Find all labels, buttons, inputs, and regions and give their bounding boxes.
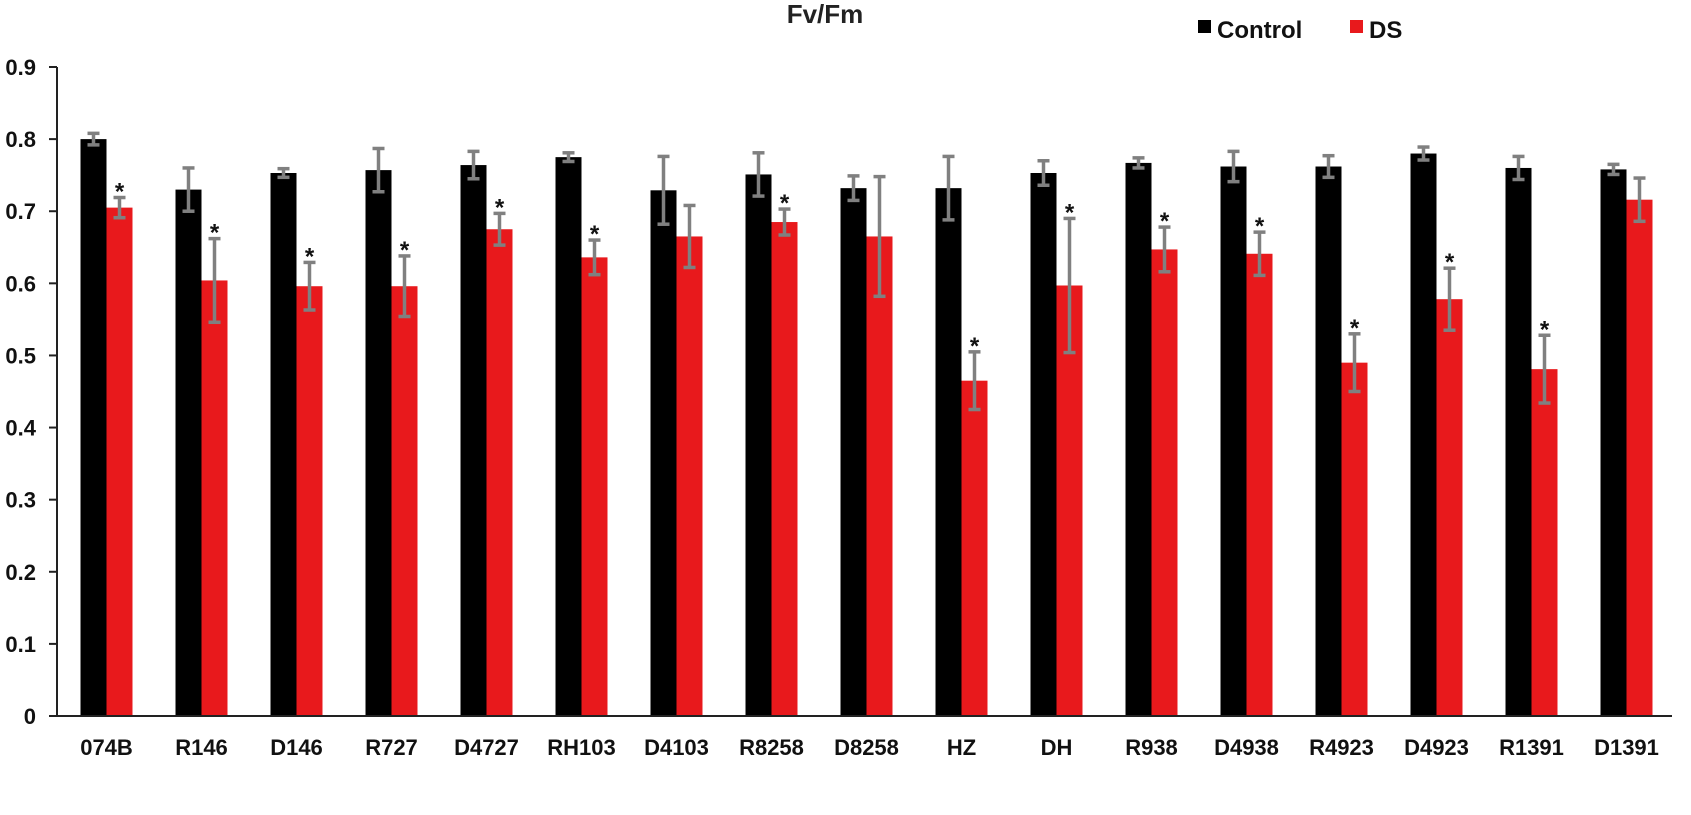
significance-marker: * — [305, 243, 315, 270]
bar-ds-dh — [1056, 285, 1083, 716]
bar-control-r146 — [175, 189, 202, 717]
chart-title: Fv/Fm — [787, 0, 864, 29]
bar-ds-d4938 — [1246, 253, 1273, 717]
y-tick-label: 0.9 — [5, 55, 36, 80]
x-tick-label: 074B — [80, 735, 133, 760]
y-tick-label: 0 — [24, 704, 36, 729]
bar-ds-hz — [961, 380, 988, 716]
bar-control-hz — [935, 188, 962, 716]
bar-control-r938 — [1125, 162, 1152, 716]
x-axis: 074B R146 D146 R727 D4727 RH103 D4103 R8258 D825… — [57, 715, 1672, 760]
bar-ds-rh103 — [581, 257, 608, 716]
bar-ds-d4923 — [1436, 299, 1463, 716]
x-tick-label: D4103 — [644, 735, 709, 760]
bar-ds-d1391 — [1626, 199, 1653, 716]
significance-marker: * — [400, 237, 410, 264]
significance-marker: * — [780, 190, 790, 217]
bar-ds-r727 — [391, 286, 418, 716]
legend-swatch-control — [1198, 20, 1211, 33]
y-tick-label: 0.4 — [5, 416, 36, 441]
x-tick-label: D8258 — [834, 735, 899, 760]
bar-control-d4727 — [460, 165, 487, 716]
significance-marker: * — [1065, 199, 1075, 226]
y-tick-label: 0.1 — [5, 632, 36, 657]
y-tick-label: 0.5 — [5, 343, 36, 368]
legend-label-ds: DS — [1369, 17, 1402, 44]
x-tick-label: D4923 — [1404, 735, 1469, 760]
bar-control-r8258 — [745, 174, 772, 716]
bar-ds-r8258 — [771, 222, 798, 717]
y-axis: 0 0.1 0.2 0.3 0.4 0.5 0.6 0.7 0.8 0.9 — [5, 55, 58, 729]
bar-control-074b — [80, 139, 107, 717]
bar-ds-r4923 — [1341, 362, 1368, 716]
legend-label-control: Control — [1217, 17, 1302, 44]
bar-control-d146 — [270, 173, 297, 717]
bar-control-r4923 — [1315, 166, 1342, 717]
significance-marker: * — [1255, 213, 1265, 240]
significance-marker: * — [210, 220, 220, 247]
bar-control-d4103 — [650, 190, 677, 716]
x-tick-label: R1391 — [1499, 735, 1564, 760]
significance-marker: * — [1540, 316, 1550, 343]
y-tick-label: 0.7 — [5, 199, 36, 224]
bar-control-d8258 — [840, 188, 867, 716]
y-tick-label: 0.8 — [5, 127, 36, 152]
legend: Control DS — [1198, 17, 1402, 44]
bar-ds-d8258 — [866, 236, 893, 716]
x-tick-label: R146 — [175, 735, 228, 760]
y-tick-label: 0.6 — [5, 271, 36, 296]
legend-swatch-ds — [1350, 20, 1363, 33]
bars: * * * * * * * * * * * * * * — [80, 131, 1653, 717]
bar-ds-d4103 — [676, 236, 703, 716]
y-tick-label: 0.3 — [5, 488, 36, 513]
bar-ds-r146 — [201, 280, 228, 716]
bar-control-rh103 — [555, 157, 582, 716]
significance-marker: * — [1445, 249, 1455, 276]
bar-ds-d4727 — [486, 229, 513, 716]
x-tick-label: RH103 — [547, 735, 615, 760]
x-tick-label: R4923 — [1309, 735, 1374, 760]
significance-marker: * — [115, 179, 125, 206]
bar-control-dh — [1030, 173, 1057, 717]
significance-marker: * — [1350, 315, 1360, 342]
bar-ds-d146 — [296, 286, 323, 716]
x-tick-label: D4727 — [454, 735, 519, 760]
bar-control-r727 — [365, 170, 392, 716]
bar-control-d1391 — [1600, 169, 1627, 717]
x-tick-label: R727 — [365, 735, 418, 760]
bar-control-r1391 — [1505, 167, 1532, 716]
y-tick-label: 0.2 — [5, 560, 36, 585]
bar-control-d4938 — [1220, 166, 1247, 717]
x-tick-label: DH — [1041, 735, 1073, 760]
bar-ds-074b — [106, 207, 133, 716]
x-tick-label: D146 — [270, 735, 323, 760]
significance-marker: * — [590, 221, 600, 248]
x-tick-label: D1391 — [1594, 735, 1659, 760]
significance-marker: * — [495, 194, 505, 221]
significance-marker: * — [1160, 208, 1170, 235]
x-tick-label: R8258 — [739, 735, 804, 760]
bar-control-d4923 — [1410, 153, 1437, 717]
bar-ds-r938 — [1151, 249, 1178, 717]
x-tick-label: HZ — [947, 735, 976, 760]
bar-ds-r1391 — [1531, 369, 1558, 716]
x-tick-label: R938 — [1125, 735, 1178, 760]
x-tick-label: D4938 — [1214, 735, 1279, 760]
significance-marker: * — [970, 333, 980, 360]
